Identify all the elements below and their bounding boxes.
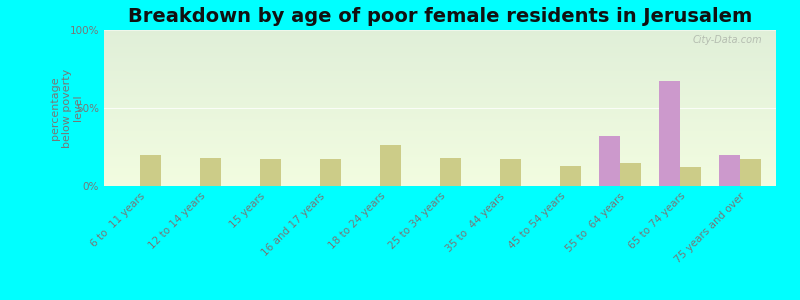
Title: Breakdown by age of poor female residents in Jerusalem: Breakdown by age of poor female resident… [128, 7, 752, 26]
Bar [440, 158, 461, 186]
Bar [260, 160, 281, 186]
Bar [659, 82, 680, 186]
Bar [599, 136, 620, 186]
Bar [140, 155, 161, 186]
Bar [560, 166, 581, 186]
Bar [320, 160, 341, 186]
Bar [200, 158, 221, 186]
Bar [740, 160, 761, 186]
Text: City-Data.com: City-Data.com [693, 35, 762, 45]
Bar [380, 146, 401, 186]
Y-axis label: percentage
below poverty
level: percentage below poverty level [50, 68, 83, 148]
Bar [680, 167, 701, 186]
Bar [620, 163, 641, 186]
Bar [719, 155, 740, 186]
Bar [500, 160, 521, 186]
